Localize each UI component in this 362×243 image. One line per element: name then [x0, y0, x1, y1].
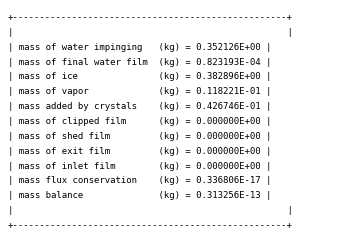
Text: | mass of exit film         (kg) = 0.000000E+00 |: | mass of exit film (kg) = 0.000000E+00 …: [8, 147, 272, 156]
Text: | mass of inlet film        (kg) = 0.000000E+00 |: | mass of inlet film (kg) = 0.000000E+00…: [8, 162, 272, 171]
Text: | mass added by crystals    (kg) = 0.426746E-01 |: | mass added by crystals (kg) = 0.426746…: [8, 102, 272, 111]
Text: |                                                   |: | |: [8, 28, 293, 37]
Text: | mass flux conservation    (kg) = 0.336806E-17 |: | mass flux conservation (kg) = 0.336806…: [8, 176, 272, 185]
Text: | mass of water impinging   (kg) = 0.352126E+00 |: | mass of water impinging (kg) = 0.35212…: [8, 43, 272, 52]
Text: | mass of shed film         (kg) = 0.000000E+00 |: | mass of shed film (kg) = 0.000000E+00 …: [8, 132, 272, 141]
Text: | mass of clipped film      (kg) = 0.000000E+00 |: | mass of clipped film (kg) = 0.000000E+…: [8, 117, 272, 126]
Text: |                                                   |: | |: [8, 206, 293, 215]
Text: +---------------------------------------------------+: +---------------------------------------…: [8, 221, 293, 230]
Text: +---------------------------------------------------+: +---------------------------------------…: [8, 13, 293, 22]
Text: | mass balance              (kg) = 0.313256E-13 |: | mass balance (kg) = 0.313256E-13 |: [8, 191, 272, 200]
Text: | mass of final water film  (kg) = 0.823193E-04 |: | mass of final water film (kg) = 0.8231…: [8, 58, 272, 67]
Text: | mass of ice               (kg) = 0.382896E+00 |: | mass of ice (kg) = 0.382896E+00 |: [8, 72, 272, 81]
Text: | mass of vapor             (kg) = 0.118221E-01 |: | mass of vapor (kg) = 0.118221E-01 |: [8, 87, 272, 96]
